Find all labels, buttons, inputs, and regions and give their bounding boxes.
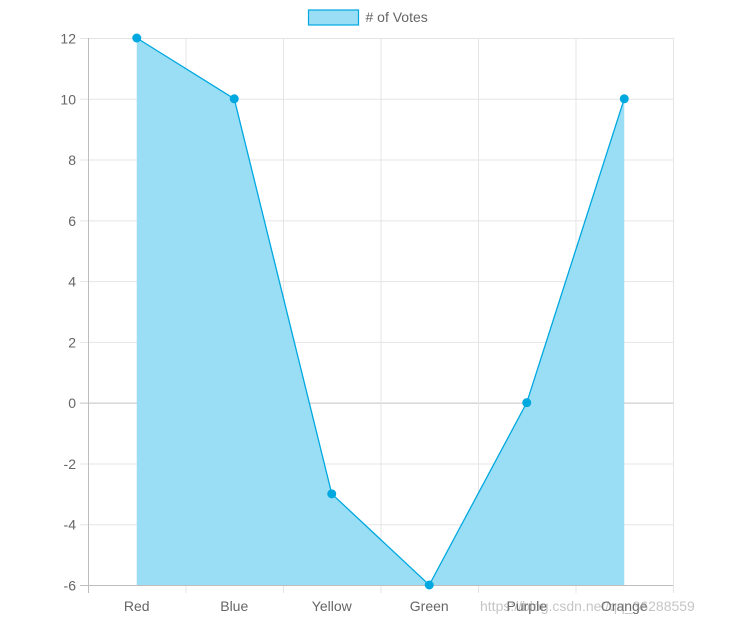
- y-tick-label: 6: [68, 213, 76, 229]
- data-point: [327, 489, 337, 499]
- watermark-text: https://blog.csdn.net/qq_36288559: [480, 598, 695, 614]
- x-tick-label: Yellow: [312, 598, 353, 614]
- y-tick-label: 2: [68, 334, 76, 350]
- y-tick-label: 8: [68, 152, 76, 168]
- y-axis-ticks: 12 10 8 6 4 2 0 -2 -4 -6: [60, 31, 76, 594]
- x-tick-label: Green: [410, 598, 449, 614]
- y-tick-label: 10: [60, 91, 76, 107]
- x-tick-label: Orange: [601, 598, 648, 614]
- series-line: [136, 37, 625, 587]
- legend[interactable]: # of Votes: [307, 9, 428, 26]
- y-tick-label: -4: [64, 517, 77, 533]
- series-line-layer: [136, 37, 625, 587]
- x-tick-label: Purple: [507, 598, 548, 614]
- x-tick-label: Red: [124, 598, 150, 614]
- y-tick-label: 12: [60, 31, 76, 47]
- data-point: [424, 580, 434, 590]
- y-tick-label: 4: [68, 274, 76, 290]
- data-point: [229, 94, 239, 104]
- data-point: [132, 33, 142, 43]
- data-point: [619, 94, 629, 104]
- y-tick-label: -2: [64, 456, 77, 472]
- legend-swatch: [307, 9, 360, 26]
- x-axis-ticks: Red Blue Yellow Green Purple Orange: [124, 598, 648, 614]
- y-tick-label: 0: [68, 395, 76, 411]
- y-tick-label: -6: [64, 578, 77, 594]
- x-tick-label: Blue: [220, 598, 248, 614]
- legend-label: # of Votes: [366, 9, 428, 25]
- data-points-layer: [132, 33, 629, 590]
- data-point: [522, 398, 532, 408]
